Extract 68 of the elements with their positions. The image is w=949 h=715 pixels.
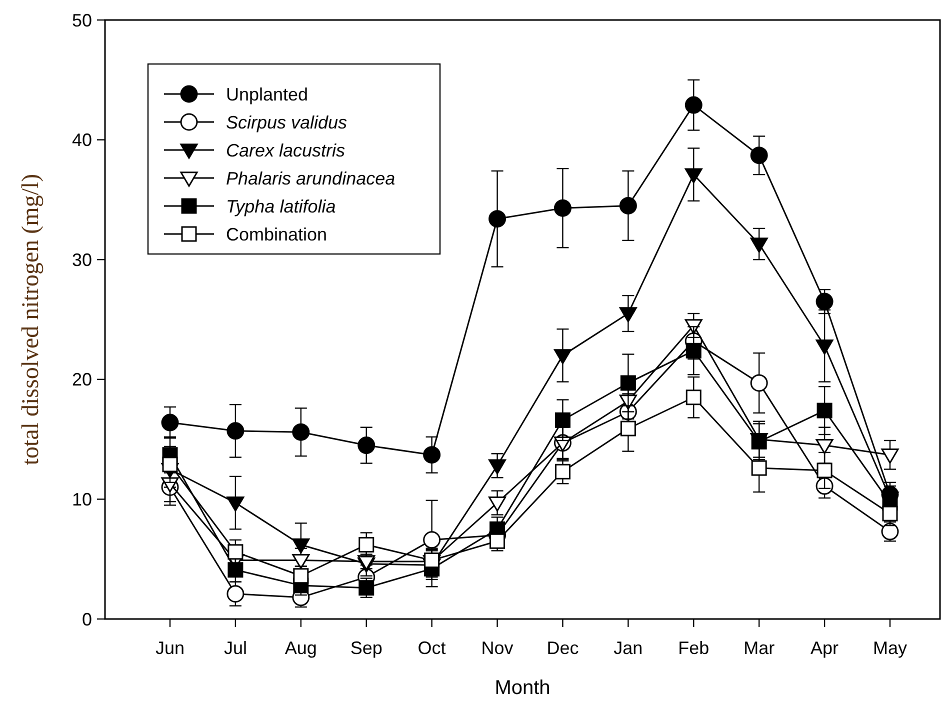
x-tick-label: Apr [810, 638, 839, 658]
point [488, 210, 506, 228]
point [816, 462, 832, 478]
point [620, 375, 636, 391]
y-tick-label: 40 [72, 130, 92, 150]
point [358, 536, 374, 552]
point [684, 96, 702, 114]
x-tick-label: Nov [481, 638, 514, 658]
x-tick-label: Aug [284, 638, 317, 658]
legend-label: Phalaris arundinacea [226, 168, 396, 188]
legend-label: Scirpus validus [226, 112, 348, 132]
y-axis-title: total dissolved nitrogen (mg/l) [18, 174, 44, 466]
x-axis-title: Month [494, 677, 550, 699]
x-tick-label: Oct [418, 638, 446, 658]
legend-label: Combination [226, 224, 328, 244]
point [816, 402, 832, 418]
x-tick-label: May [872, 638, 908, 658]
point [554, 412, 570, 428]
point [292, 554, 310, 570]
y-tick-label: 20 [72, 370, 92, 390]
point [424, 552, 440, 568]
point [750, 238, 768, 253]
point [686, 390, 702, 406]
y-tick-label: 0 [82, 609, 92, 630]
point [882, 506, 898, 522]
point [554, 199, 572, 217]
x-tick-label: Feb [678, 638, 710, 658]
point [750, 374, 768, 392]
point [488, 496, 506, 512]
point [228, 544, 244, 560]
point [488, 459, 506, 474]
legend-label: Typha latifolia [226, 196, 336, 216]
point [228, 562, 244, 578]
y-tick-label: 30 [72, 250, 92, 270]
y-tick-label: 50 [72, 10, 92, 30]
point [686, 342, 702, 358]
point [816, 292, 834, 310]
x-tick-label: Jun [155, 638, 185, 658]
point [226, 422, 244, 440]
point [620, 420, 636, 436]
x-tick-label: Jan [614, 638, 643, 658]
point [881, 448, 899, 464]
point [292, 423, 310, 441]
point [751, 460, 767, 476]
point [619, 307, 637, 322]
point [162, 456, 178, 472]
point [292, 538, 310, 554]
point [358, 436, 376, 454]
legend-label: Unplanted [226, 84, 308, 104]
point [619, 196, 637, 214]
legend-label: Carex lacustris [226, 140, 346, 160]
x-tick-label: Jul [224, 638, 247, 658]
point [816, 340, 834, 355]
y-tick-label: 10 [72, 490, 92, 510]
point [554, 349, 572, 364]
point [423, 531, 441, 549]
x-tick-label: Dec [546, 638, 579, 658]
point [816, 438, 834, 454]
point [684, 168, 702, 184]
x-tick-label: Mar [744, 638, 775, 658]
point [226, 585, 244, 603]
x-tick-label: Sep [350, 638, 382, 658]
point [161, 414, 179, 432]
point [293, 568, 309, 584]
point [226, 496, 244, 512]
point [423, 446, 441, 464]
point [750, 146, 768, 164]
point [554, 464, 570, 480]
